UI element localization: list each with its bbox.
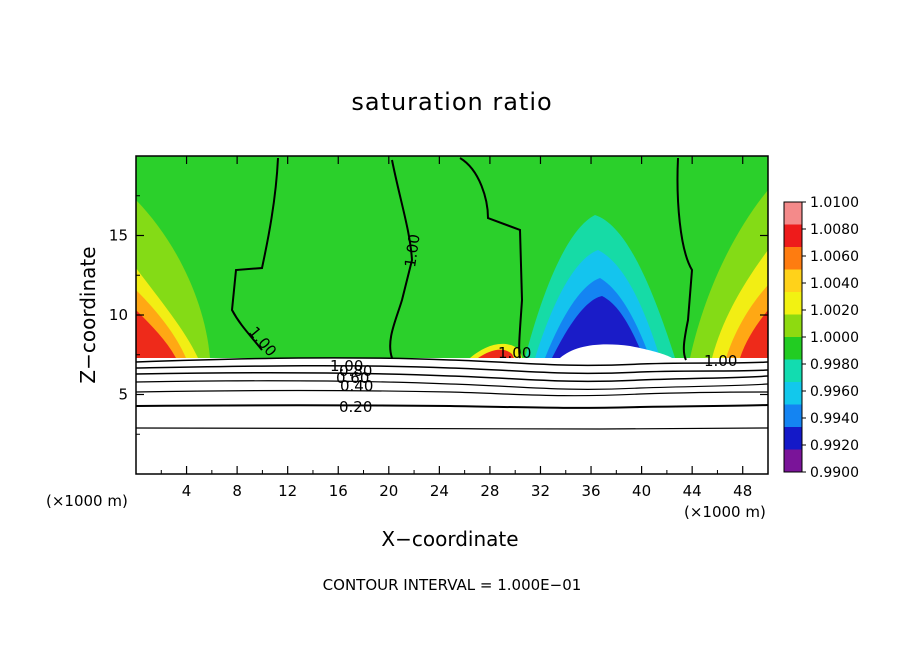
contour-layer-2 xyxy=(136,364,768,375)
colorbar-tick-label: 0.9900 xyxy=(810,465,859,481)
x-tick-label: 16 xyxy=(329,482,348,500)
contour-layer-4 xyxy=(136,380,768,390)
x-left-unit-label: (×1000 m) xyxy=(46,492,128,510)
x-tick-label: 24 xyxy=(430,482,449,500)
contour-interval-note: CONTOUR INTERVAL = 1.000E−01 xyxy=(322,576,582,594)
subsat-region-core xyxy=(552,296,644,358)
colorbar-tick-label: 0.9980 xyxy=(810,357,859,373)
contour-label: 0.80 xyxy=(339,362,372,380)
colorbar-swatch xyxy=(784,337,802,360)
x-tick-label: 12 xyxy=(278,482,297,500)
contour-layer-5 xyxy=(136,389,768,397)
contour-layer-1 xyxy=(136,357,768,367)
x-axis: 4 8 12 16 20 24 28 32 36 40 44 48 xyxy=(160,156,752,500)
contour-label: 1.00 xyxy=(401,233,423,269)
colorbar-swatch xyxy=(784,269,802,293)
plot-area: 1.00 1.00 1.00 1.00 1.00 0.80 0.60 0.40 … xyxy=(136,156,768,474)
chart-title: saturation ratio xyxy=(351,88,553,116)
x-tick-label: 48 xyxy=(733,482,752,500)
y-tick-label: 15 xyxy=(109,227,128,245)
colorbar-tick-label: 1.0040 xyxy=(810,276,859,292)
contour-label: 1.00 xyxy=(704,352,737,370)
cloud-gap-right xyxy=(560,344,672,358)
colorbar-swatch xyxy=(784,359,802,383)
colorbar-tick-label: 1.0080 xyxy=(810,222,859,238)
y-tick-label: 10 xyxy=(109,306,128,324)
x-tick-label: 36 xyxy=(581,482,600,500)
x-tick-label: 4 xyxy=(182,482,192,500)
colorbar-swatch xyxy=(784,449,802,473)
y-tick-label: 5 xyxy=(118,386,128,404)
colorbar-swatch xyxy=(784,314,802,338)
contour-label: 0.40 xyxy=(340,377,373,395)
contour-label: 1.00 xyxy=(330,357,363,375)
lower-layer xyxy=(136,358,768,474)
colorbar-tick-label: 0.9960 xyxy=(810,384,859,400)
contour-label: 0.20 xyxy=(339,398,372,416)
x-unit-label: (×1000 m) xyxy=(684,503,766,521)
colorbar-tick-label: 1.0060 xyxy=(810,249,859,265)
x-axis-label: X−coordinate xyxy=(381,527,519,551)
x-tick-label: 32 xyxy=(531,482,550,500)
supersat-region-right-max xyxy=(740,310,768,358)
colorbar-swatch xyxy=(784,247,802,270)
contour-layer-3 xyxy=(136,371,768,383)
contour-layer-6 xyxy=(136,404,768,409)
colorbar-tick-label: 1.0020 xyxy=(810,303,859,319)
colorbar-swatch xyxy=(784,202,802,225)
x-tick-label: 20 xyxy=(379,482,398,500)
contour-label: 0.60 xyxy=(336,369,369,387)
colorbar-swatch xyxy=(784,224,802,248)
contour-1-00-a xyxy=(230,157,279,351)
colorbar-swatch xyxy=(784,427,802,450)
colorbar-tick-label: 1.0000 xyxy=(810,330,859,346)
colorbar-tick-label: 1.0100 xyxy=(810,195,859,211)
contour-1-00-d xyxy=(676,157,694,361)
contour-lines xyxy=(136,157,768,430)
y-axis: 5 10 15 xyxy=(109,195,768,435)
x-tick-label: 28 xyxy=(480,482,499,500)
contour-label: 1.00 xyxy=(498,344,531,362)
colorbar-swatch xyxy=(784,382,802,405)
colorbar-swatch xyxy=(784,404,802,428)
x-tick-label: 40 xyxy=(632,482,651,500)
supersat-region-left-max xyxy=(136,310,176,358)
contour-1-00-c xyxy=(459,157,524,359)
contour-layer-7 xyxy=(136,427,768,430)
colorbar-tick-label: 0.9940 xyxy=(810,411,859,427)
colorbar-tick-label: 0.9920 xyxy=(810,438,859,454)
contour-1-00-b xyxy=(389,159,414,359)
x-tick-label: 44 xyxy=(683,482,702,500)
y-axis-label: Z−coordinate xyxy=(76,246,100,384)
colorbar: 1.0100 1.0080 1.0060 1.0040 1.0020 1.0000 0.99… xyxy=(783,195,859,481)
x-tick-label: 8 xyxy=(232,482,242,500)
colorbar-swatch xyxy=(784,292,802,315)
supersat-patch-center-core xyxy=(478,349,514,358)
